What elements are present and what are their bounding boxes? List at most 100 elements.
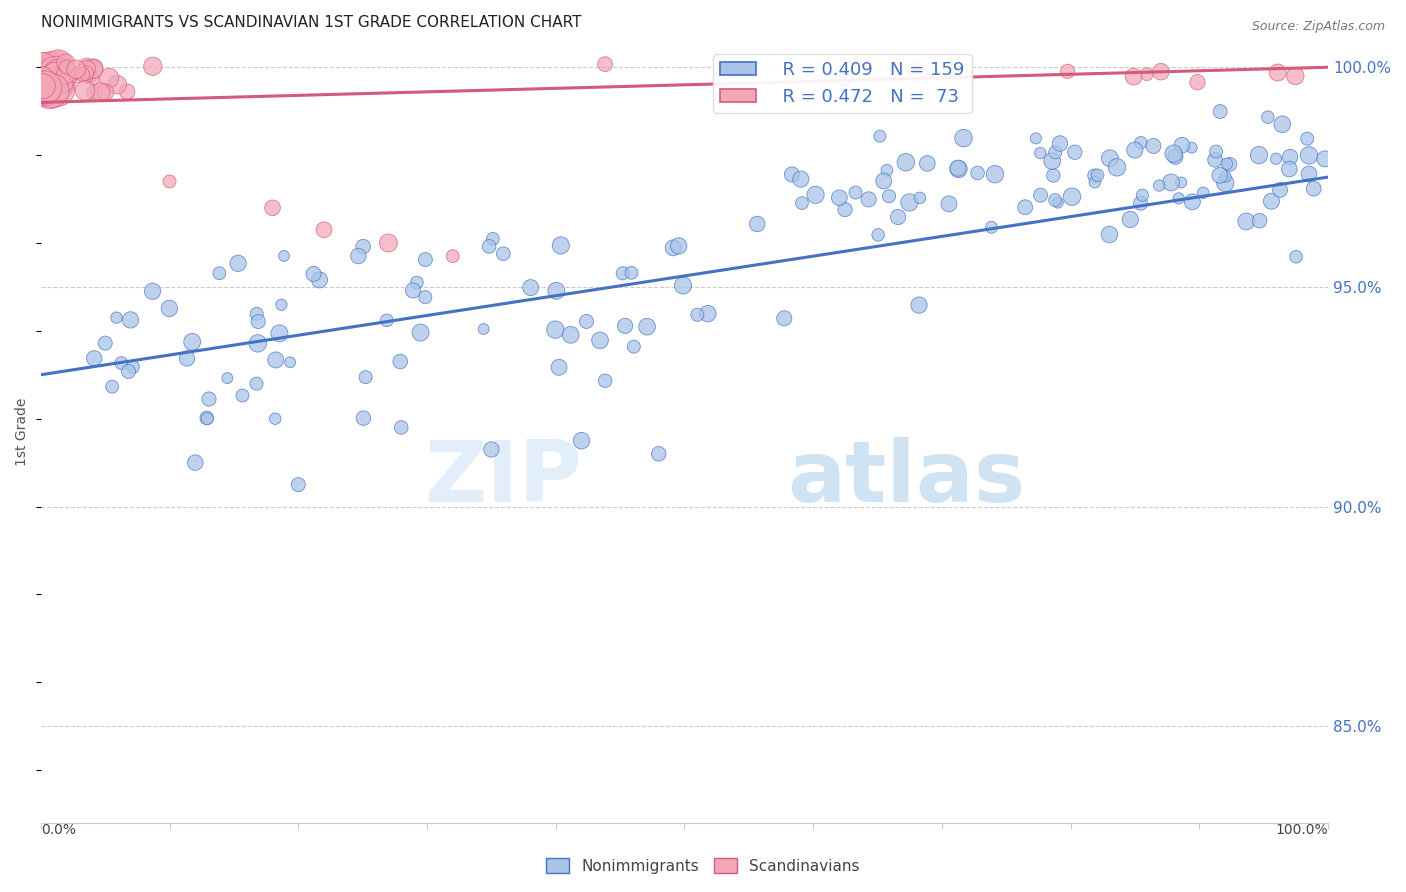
Point bbox=[1063, 145, 1085, 160]
Point bbox=[347, 249, 370, 263]
Point bbox=[1260, 194, 1282, 209]
Point bbox=[1313, 152, 1336, 166]
Point bbox=[53, 78, 76, 92]
Point bbox=[195, 411, 218, 425]
Point bbox=[402, 284, 425, 298]
Point bbox=[34, 80, 56, 95]
Point bbox=[869, 129, 891, 144]
Point bbox=[834, 73, 856, 87]
Point bbox=[1049, 136, 1071, 151]
Point bbox=[1014, 200, 1036, 214]
Point bbox=[614, 318, 637, 333]
Point bbox=[648, 447, 671, 461]
Text: Source: ZipAtlas.com: Source: ZipAtlas.com bbox=[1251, 20, 1385, 33]
Point bbox=[1216, 157, 1239, 171]
Point bbox=[94, 85, 117, 99]
Point bbox=[65, 62, 87, 77]
Point bbox=[492, 246, 515, 260]
Point bbox=[907, 65, 929, 79]
Point bbox=[90, 85, 112, 99]
Point bbox=[60, 67, 83, 81]
Point bbox=[34, 69, 56, 83]
Point bbox=[1278, 162, 1301, 177]
Point bbox=[593, 57, 616, 71]
Point bbox=[544, 323, 567, 337]
Point bbox=[83, 62, 105, 76]
Point bbox=[413, 290, 436, 304]
Point bbox=[780, 168, 803, 182]
Point bbox=[1025, 131, 1047, 145]
Point bbox=[1265, 152, 1288, 166]
Point bbox=[1209, 104, 1232, 119]
Point bbox=[844, 186, 866, 200]
Point bbox=[176, 351, 198, 366]
Point bbox=[44, 79, 66, 94]
Point bbox=[1271, 117, 1294, 131]
Point bbox=[41, 67, 63, 81]
Point bbox=[1279, 150, 1302, 164]
Point bbox=[1029, 146, 1052, 161]
Point bbox=[121, 359, 143, 374]
Point bbox=[1181, 141, 1204, 155]
Point bbox=[39, 84, 62, 98]
Point bbox=[620, 266, 643, 280]
Point bbox=[984, 167, 1007, 181]
Point bbox=[105, 310, 128, 325]
Point bbox=[45, 67, 67, 81]
Point bbox=[409, 326, 432, 340]
Point bbox=[1056, 64, 1078, 78]
Point bbox=[76, 69, 98, 83]
Point bbox=[264, 353, 287, 368]
Point bbox=[269, 326, 291, 341]
Point bbox=[375, 313, 398, 327]
Point bbox=[1042, 169, 1064, 183]
Point bbox=[31, 74, 53, 88]
Point bbox=[946, 161, 969, 176]
Point bbox=[790, 196, 813, 211]
Point bbox=[589, 334, 612, 348]
Point bbox=[1084, 175, 1107, 189]
Point bbox=[1045, 145, 1067, 160]
Point bbox=[868, 227, 890, 242]
Point bbox=[67, 67, 90, 81]
Point bbox=[52, 69, 75, 83]
Point bbox=[1105, 161, 1128, 175]
Point bbox=[804, 187, 827, 202]
Point bbox=[1167, 191, 1189, 205]
Point bbox=[217, 371, 239, 385]
Point bbox=[264, 411, 287, 425]
Point bbox=[908, 191, 931, 205]
Point bbox=[76, 60, 98, 74]
Point bbox=[75, 84, 97, 98]
Point bbox=[247, 314, 270, 328]
Text: NONIMMIGRANTS VS SCANDINAVIAN 1ST GRADE CORRELATION CHART: NONIMMIGRANTS VS SCANDINAVIAN 1ST GRADE … bbox=[41, 15, 581, 30]
Point bbox=[773, 311, 796, 326]
Point bbox=[142, 285, 165, 299]
Point bbox=[952, 131, 974, 145]
Point bbox=[472, 322, 495, 336]
Point bbox=[49, 70, 72, 85]
Point bbox=[938, 197, 960, 211]
Point bbox=[31, 79, 53, 94]
Point bbox=[1213, 176, 1236, 190]
Point bbox=[1298, 148, 1320, 162]
Point bbox=[246, 307, 269, 321]
Point bbox=[34, 83, 56, 97]
Point bbox=[560, 327, 582, 342]
Point bbox=[312, 223, 335, 237]
Point bbox=[45, 69, 67, 83]
Text: atlas: atlas bbox=[787, 437, 1026, 520]
Point bbox=[1164, 150, 1187, 164]
Point bbox=[287, 477, 309, 491]
Point bbox=[1150, 64, 1173, 78]
Point bbox=[479, 442, 502, 457]
Point bbox=[82, 62, 104, 76]
Point bbox=[623, 340, 645, 354]
Point bbox=[834, 202, 856, 217]
Point bbox=[55, 60, 77, 74]
Point bbox=[898, 195, 921, 210]
Point bbox=[72, 67, 94, 81]
Point bbox=[1142, 139, 1164, 153]
Legend:   R = 0.409   N = 159,   R = 0.472   N =  73: R = 0.409 N = 159, R = 0.472 N = 73 bbox=[713, 54, 972, 113]
Point bbox=[1029, 188, 1052, 202]
